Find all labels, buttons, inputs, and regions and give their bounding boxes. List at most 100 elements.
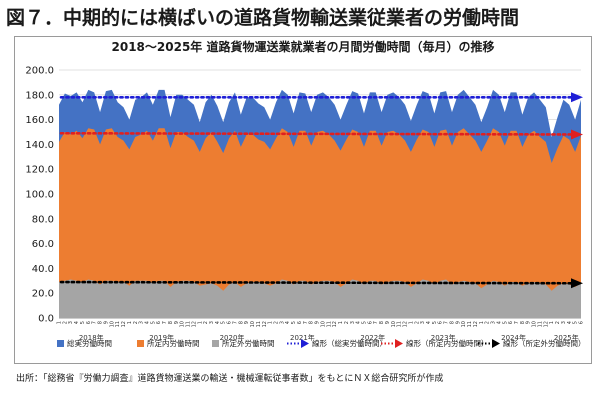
x-tick-label: 9 (455, 321, 461, 324)
legend-overtime-hours-swatch (212, 340, 219, 347)
x-tick-label: 3 (561, 321, 567, 324)
x-tick-label: 9 (315, 321, 321, 324)
x-tick-label: 2 (133, 321, 139, 324)
x-tick-label: 6 (227, 321, 233, 324)
chart-frame: 2018～2025年 道路貨物運送業就業者の月間労働時間（毎月）の推移 0.0 2… (14, 36, 592, 364)
x-tick-label: 3 (491, 321, 497, 324)
legend-scheduled-hours-label: 所定内労働時間 (147, 338, 200, 348)
trend-line-scheduled (59, 131, 579, 136)
x-tick-label: 3 (279, 321, 285, 324)
x-tick-label: 8 (520, 321, 526, 324)
figure-title: 図７．中期的には横ばいの道路貨物輸送業従業者の労働時間 (6, 7, 520, 29)
x-tick-label: 4 (285, 321, 291, 324)
area-overtime-hours (59, 279, 581, 318)
x-tick-label: 8 (449, 321, 455, 324)
x-tick-label: 9 (103, 321, 109, 324)
x-tick-label: 12 (543, 321, 549, 327)
x-tick-label: 3 (209, 321, 215, 324)
trend-line-overtime (59, 280, 579, 285)
x-tick-label: 11 (537, 321, 543, 327)
y-tick-label: 160.0 (25, 115, 54, 126)
x-tick-label: 5 (291, 321, 297, 324)
x-tick-label: 1 (268, 321, 274, 324)
x-tick-label: 9 (174, 321, 180, 324)
legend-scheduled-hours-swatch (137, 340, 144, 347)
x-tick-label: 11 (467, 321, 473, 327)
x-tick-label: 11 (326, 321, 332, 327)
x-tick-label: 10 (532, 321, 538, 327)
y-tick-label: 120.0 (25, 165, 54, 176)
x-tick-label: 7 (373, 321, 379, 324)
x-tick-label: 1 (408, 321, 414, 324)
x-tick-label: 8 (379, 321, 385, 324)
source-note: 出所：「総務省『労働力調査』道路貨物運送業の輸送・機械運転従事者数」をもとにＮＸ… (16, 374, 444, 384)
x-tick-label: 5 (573, 321, 579, 324)
x-tick-label: 7 (162, 321, 168, 324)
x-tick-label: 12 (191, 321, 197, 327)
x-tick-label: 1 (479, 321, 485, 324)
x-tick-label: 4 (496, 321, 502, 324)
area-scheduled-hours (59, 128, 581, 318)
x-tick-label: 11 (115, 321, 121, 327)
x-tick-label: 3 (420, 321, 426, 324)
x-tick-label: 1 (549, 321, 555, 324)
x-tick-label: 6 (438, 321, 444, 324)
legend-trend-total-arrow (301, 339, 309, 348)
y-tick-label: 100.0 (25, 190, 54, 201)
x-tick-label: 9 (385, 321, 391, 324)
x-tick-label: 3 (139, 321, 145, 324)
y-tick-label: 80.0 (32, 214, 54, 225)
year-label: 2020年 (220, 333, 245, 342)
x-tick-label: 1 (57, 321, 63, 324)
year-label: 2021年 (290, 333, 315, 342)
y-tick-label: 20.0 (32, 289, 54, 300)
year-label: 2022年 (360, 333, 385, 342)
x-tick-label: 11 (397, 321, 403, 327)
x-tick-label: 8 (309, 321, 315, 324)
x-tick-label: 3 (350, 321, 356, 324)
x-tick-label: 4 (567, 321, 573, 324)
x-tick-label: 12 (121, 321, 127, 327)
x-tick-label: 10 (461, 321, 467, 327)
x-tick-label: 6 (156, 321, 162, 324)
x-tick-label: 9 (244, 321, 250, 324)
trend-line-overtime-arrowhead (571, 278, 583, 289)
x-tick-label: 10 (180, 321, 186, 327)
trend-line-total-arrowhead (571, 92, 583, 103)
x-tick-label: 5 (502, 321, 508, 324)
x-tick-label: 10 (391, 321, 397, 327)
x-tick-label: 11 (186, 321, 192, 327)
x-tick-label: 11 (256, 321, 262, 327)
x-tick-label: 2 (62, 321, 68, 324)
y-tick-label: 40.0 (32, 264, 54, 275)
x-tick-label: 6 (579, 321, 585, 324)
x-tick-label: 2 (485, 321, 491, 324)
x-tick-label: 1 (338, 321, 344, 324)
legend-trend-overtime-arrow (492, 339, 500, 348)
chart-title: 2018～2025年 道路貨物運送業就業者の月間労働時間（毎月）の推移 (111, 40, 495, 54)
legend-trend-scheduled-label: 線形（所定内労働時間） (406, 338, 489, 348)
x-tick-label: 12 (473, 321, 479, 327)
legend-overtime-hours-label: 所定外労働時間 (222, 338, 275, 348)
x-tick-label: 7 (303, 321, 309, 324)
x-tick-label: 7 (232, 321, 238, 324)
y-tick-label: 140.0 (25, 140, 54, 151)
x-tick-label: 2 (414, 321, 420, 324)
year-label: 2018年 (79, 333, 104, 342)
x-tick-label: 4 (144, 321, 150, 324)
x-tick-label: 10 (320, 321, 326, 327)
x-tick-label: 2 (274, 321, 280, 324)
x-tick-label: 2 (555, 321, 561, 324)
legend-trend-total-label: 線形（総実労働時間） (312, 338, 387, 348)
trend-line-scheduled-arrowhead (571, 129, 583, 140)
x-tick-label: 4 (74, 321, 80, 324)
x-tick-label: 5 (432, 321, 438, 324)
legend-trend-overtime-label: 線形（所定外労働時間） (503, 338, 586, 348)
x-tick-label: 7 (444, 321, 450, 324)
y-tick-label: 180.0 (25, 90, 54, 101)
x-tick-label: 6 (297, 321, 303, 324)
x-tick-label: 4 (215, 321, 221, 324)
x-tick-label: 7 (514, 321, 520, 324)
x-tick-label: 4 (426, 321, 432, 324)
x-tick-label: 6 (367, 321, 373, 324)
